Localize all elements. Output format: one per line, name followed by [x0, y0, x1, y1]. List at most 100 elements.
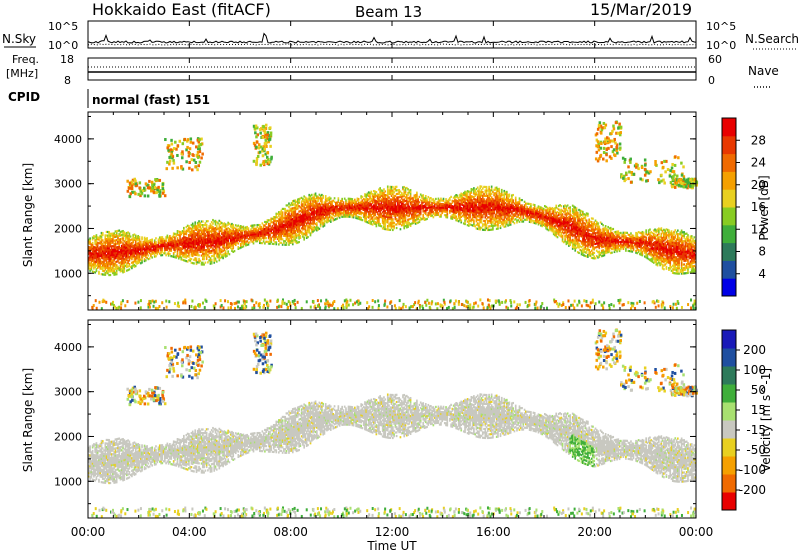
heatmap-cell [202, 252, 204, 255]
heatmap-cell [118, 240, 121, 243]
heatmap-cell [337, 197, 340, 200]
heatmap-cell [270, 231, 273, 235]
heatmap-cell [161, 254, 164, 257]
heatmap-cell [165, 245, 167, 248]
heatmap-cell [138, 243, 141, 246]
heatmap-cell [351, 207, 354, 210]
heatmap-cell [400, 197, 403, 200]
heatmap-cell [145, 241, 147, 244]
heatmap-cell [256, 229, 259, 232]
heatmap-cell [221, 230, 223, 234]
heatmap-cell [305, 215, 308, 218]
heatmap-cell [331, 216, 333, 219]
heatmap-cell [219, 238, 222, 241]
heatmap-cell [251, 235, 254, 238]
heatmap-cell [205, 248, 208, 252]
heatmap-cell [281, 213, 284, 216]
heatmap-cell [108, 230, 110, 234]
heatmap-cell [305, 233, 308, 236]
heatmap-cell [189, 243, 191, 246]
heatmap-cell [100, 249, 103, 253]
heatmap-cell [359, 212, 361, 215]
heatmap-cell [302, 231, 304, 235]
heatmap-cell [342, 204, 345, 208]
heatmap-cell [203, 263, 205, 266]
heatmap-cell [280, 209, 283, 212]
heatmap-cell [392, 202, 394, 205]
heatmap-cell [360, 197, 362, 200]
heatmap-cell [356, 206, 359, 209]
heatmap-cell [172, 243, 175, 246]
heatmap-cell [373, 211, 375, 214]
heatmap-cell [264, 228, 266, 231]
heatmap-cell [124, 252, 127, 255]
heatmap-cell [291, 209, 294, 212]
heatmap-cell [200, 231, 203, 234]
heatmap-cell [213, 259, 216, 262]
heatmap-cell [115, 260, 118, 263]
heatmap-cell [113, 244, 115, 248]
heatmap-cell [319, 207, 322, 210]
heatmap-cell [355, 202, 357, 205]
heatmap-cell [189, 227, 191, 230]
heatmap-cell [108, 245, 110, 248]
heatmap-cell [376, 195, 379, 198]
heatmap-cell [298, 201, 300, 204]
heatmap-cell [126, 237, 128, 240]
heatmap-cell [247, 227, 250, 230]
heatmap-cell [90, 262, 93, 266]
heatmap-cell [91, 245, 94, 248]
heatmap-cell [107, 238, 109, 241]
heatmap-cell [180, 233, 183, 236]
heatmap-cell [304, 207, 307, 210]
heatmap-cell [112, 255, 114, 259]
heatmap-cell [260, 231, 262, 234]
heatmap-cell [224, 239, 227, 242]
heatmap-cell [362, 198, 365, 201]
heatmap-cell [297, 198, 299, 201]
heatmap-cell [298, 233, 300, 236]
heatmap-cell [217, 232, 219, 236]
heatmap-cell [384, 217, 387, 220]
heatmap-cell [203, 227, 205, 230]
heatmap-cell [399, 208, 402, 211]
heatmap-cell [328, 208, 331, 212]
heatmap-cell [184, 236, 186, 239]
heatmap-cell [283, 241, 285, 245]
heatmap-cell [359, 201, 361, 205]
heatmap-cell [276, 227, 279, 230]
heatmap-cell [108, 239, 110, 243]
heatmap-cell [316, 205, 318, 209]
heatmap-cell [221, 229, 223, 232]
heatmap-cell [205, 220, 208, 223]
heatmap-cell [208, 237, 210, 240]
heatmap-cell [237, 237, 240, 240]
heatmap-cell [213, 238, 216, 241]
heatmap-cell [200, 227, 203, 230]
heatmap-cell [379, 203, 381, 206]
heatmap-cell [243, 228, 246, 231]
heatmap-cell [388, 192, 390, 196]
heatmap-cell [184, 232, 186, 235]
heatmap-cell [205, 239, 208, 243]
heatmap-cell [278, 243, 280, 246]
heatmap-cell [240, 224, 242, 228]
heatmap-cell [112, 248, 114, 251]
heatmap-cell [394, 205, 397, 208]
heatmap-cell [359, 205, 361, 208]
heatmap-cell [134, 236, 137, 239]
heatmap-cell [255, 240, 257, 243]
heatmap-cell [392, 207, 394, 210]
heatmap-cell [386, 198, 389, 201]
heatmap-cell [218, 225, 221, 228]
heatmap-cell [103, 253, 105, 257]
heatmap-cell [340, 203, 342, 206]
heatmap-cell [304, 198, 307, 201]
heatmap-cell [227, 243, 229, 246]
heatmap-cell [124, 237, 127, 241]
heatmap-cell [189, 245, 191, 248]
heatmap-cell [160, 239, 162, 243]
heatmap-cell [131, 265, 133, 268]
heatmap-cell [90, 245, 93, 248]
heatmap-cell [104, 257, 107, 260]
